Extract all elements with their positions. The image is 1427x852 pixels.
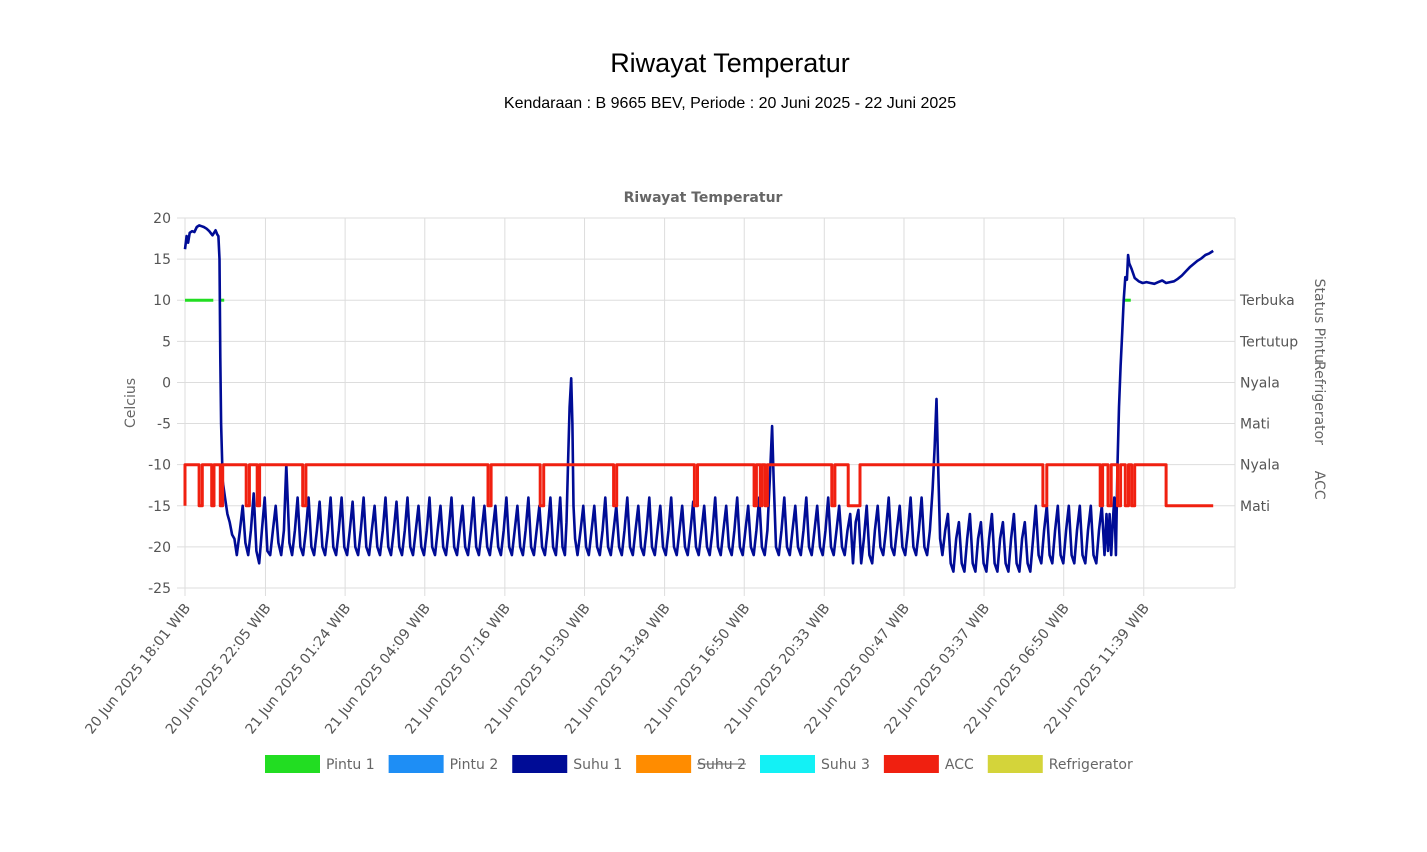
legend[interactable]: Pintu 1 Pintu 2 Suhu 1 Suhu 2 Suhu 3 ACC Refri… [265, 755, 1133, 773]
y-tick-label: 5 [162, 334, 171, 350]
legend-label: Suhu 3 [821, 757, 870, 773]
chart-title: Riwayat Temperatur [624, 190, 783, 206]
legend-item-refrigerator[interactable]: Refrigerator [987, 755, 1133, 773]
legend-swatch [265, 755, 320, 773]
series-layer [183, 224, 1214, 573]
right-axis-label: Mati [1240, 417, 1270, 433]
right-axis: Terbuka Tertutup Status Pintu Nyala Mati Refr… [1239, 279, 1327, 515]
page-subtitle: Kendaraan : B 9665 BEV, Periode : 20 Jun… [503, 95, 957, 112]
page-title: Riwayat Temperatur [610, 48, 850, 78]
acc-series [183, 463, 1214, 508]
y-tick-label: 0 [162, 375, 171, 391]
legend-label: Suhu 1 [573, 757, 622, 773]
y-tick-label: -20 [148, 540, 171, 556]
right-axis-title: Status Pintu [1311, 279, 1327, 363]
y-axis-title: Celcius [123, 378, 139, 428]
legend-swatch [760, 755, 815, 773]
suhu-1-series [183, 224, 1214, 573]
y-tick-label: -10 [148, 458, 171, 474]
legend-label: ACC [945, 757, 974, 773]
legend-item-pintu-1[interactable]: Pintu 1 [265, 755, 375, 773]
right-axis-label: Nyala [1240, 375, 1280, 391]
legend-item-suhu-2[interactable]: Suhu 2 [636, 755, 746, 773]
legend-label: Pintu 1 [326, 757, 375, 773]
legend-label: Pintu 2 [450, 757, 499, 773]
y-tick-label: -15 [148, 499, 171, 515]
right-axis-label: Nyala [1240, 458, 1280, 474]
y-axis-ticks: 20 15 10 5 0 -5 -10 -15 -20 -25 [148, 211, 171, 597]
y-tick-label: 20 [153, 211, 171, 227]
legend-label: Refrigerator [1049, 757, 1133, 773]
legend-swatch [883, 755, 939, 773]
legend-swatch [987, 755, 1043, 773]
legend-item-acc[interactable]: ACC [883, 755, 974, 773]
legend-swatch [388, 755, 444, 773]
right-axis-title: Refrigerator [1311, 361, 1327, 445]
right-axis-label: Tertutup [1239, 334, 1298, 350]
legend-swatch [636, 755, 692, 773]
legend-label: Suhu 2 [697, 757, 746, 773]
legend-item-pintu-2[interactable]: Pintu 2 [388, 755, 499, 773]
legend-swatch [512, 755, 568, 773]
y-tick-label: 15 [153, 252, 171, 268]
y-tick-label: 10 [153, 293, 171, 309]
legend-item-suhu-1[interactable]: Suhu 1 [512, 755, 622, 773]
y-tick-label: -5 [157, 417, 171, 433]
legend-item-suhu-3[interactable]: Suhu 3 [760, 755, 870, 773]
right-axis-label: Mati [1240, 499, 1270, 515]
right-axis-title: ACC [1311, 471, 1327, 500]
right-axis-label: Terbuka [1239, 293, 1295, 309]
y-tick-label: -25 [148, 581, 171, 597]
